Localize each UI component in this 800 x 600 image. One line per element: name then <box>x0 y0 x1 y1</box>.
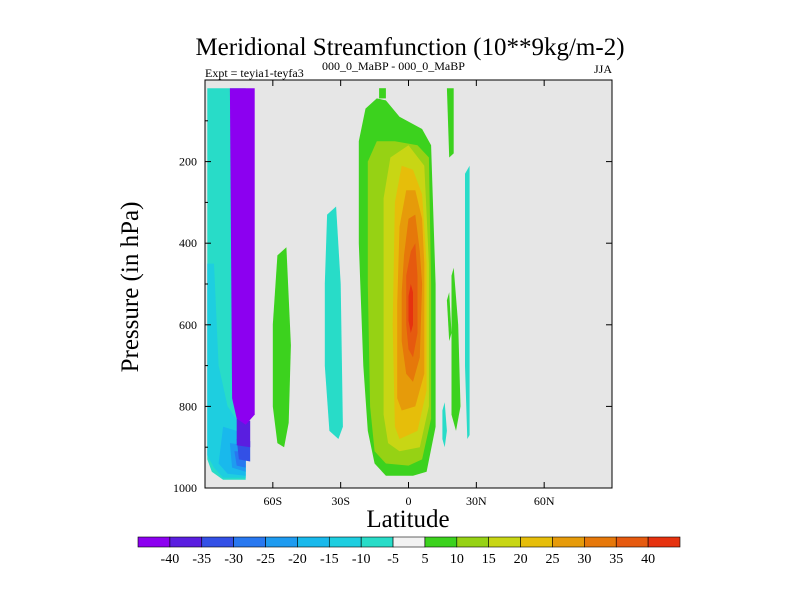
colorbar-label: 15 <box>482 552 496 567</box>
colorbar: -40 -35 -30 -25 -20 -15 -10 -5 5 10 15 20 25 30 35 40 <box>137 536 681 567</box>
colorbar-swatch <box>328 536 362 548</box>
contour-green-cell-k <box>446 88 454 158</box>
colorbar-swatch <box>201 536 234 548</box>
colorbar-swatch <box>265 536 298 548</box>
x-tick-label: 0 <box>406 494 412 508</box>
colorbar-label: -40 <box>161 552 180 567</box>
y-tick-label: 800 <box>179 399 197 413</box>
contour-green-cell-c-top <box>379 88 386 99</box>
colorbar-swatch <box>137 536 171 548</box>
contour-fills <box>207 88 470 480</box>
contour-green-cell-a <box>272 247 291 448</box>
colorbar-swatch <box>584 536 617 548</box>
colorbar-swatch <box>360 536 394 548</box>
chart-title: Meridional Streamfunction (10**9kg/m-2) <box>195 34 624 61</box>
colorbar-swatch <box>615 536 649 548</box>
colorbar-label: -15 <box>320 552 339 567</box>
x-axis-ticks: 60S 30S 0 30N 60N <box>263 80 555 508</box>
contour-cyan-cell-l <box>465 165 470 439</box>
y-axis-ticks: 200 400 600 800 1000 <box>173 120 612 495</box>
colorbar-label: 40 <box>641 552 655 567</box>
colorbar-swatch <box>169 536 203 548</box>
contour-plot-area: 60S 30S 0 30N 60N 200 400 600 800 1000 <box>173 79 613 508</box>
y-tick-label: 600 <box>179 318 197 332</box>
experiment-subtitle: Expt = teyia1-teyfa3 <box>205 66 304 80</box>
y-tick-label: 400 <box>179 236 197 250</box>
colorbar-swatch <box>456 536 490 548</box>
x-tick-label: 60S <box>263 494 282 508</box>
season-label: JJA <box>594 62 612 76</box>
colorbar-swatch <box>297 536 330 548</box>
colorbar-label: 25 <box>545 552 559 567</box>
colorbar-label: -35 <box>192 552 211 567</box>
y-tick-label: 1000 <box>173 481 197 495</box>
colorbar-swatch <box>520 536 553 548</box>
colorbar-label: 5 <box>421 552 428 567</box>
colorbar-swatch <box>552 536 585 548</box>
x-axis-label: Latitude <box>366 506 449 533</box>
experiment-superscript: 000_0_MaBP - 000_0_MaBP <box>322 59 465 73</box>
colorbar-label: -5 <box>387 552 399 567</box>
colorbar-label: -30 <box>224 552 243 567</box>
colorbar-label: -25 <box>256 552 275 567</box>
x-tick-label: 30N <box>466 494 487 508</box>
contour-blue-cell-7 <box>236 418 251 448</box>
colorbar-label: 10 <box>450 552 464 567</box>
contour-cyan-cell-2 <box>207 263 246 478</box>
colorbar-swatch <box>424 536 458 548</box>
colorbar-label: 20 <box>514 552 528 567</box>
contour-cyan-cell-n <box>442 402 447 448</box>
colorbar-swatch <box>233 536 266 548</box>
colorbar-label: -20 <box>288 552 307 567</box>
contour-green-cell-m <box>451 267 461 431</box>
contour-red-core-j <box>408 284 413 333</box>
colorbar-swatch <box>392 536 426 548</box>
y-axis-label: Pressure (in hPa) <box>117 202 144 373</box>
colorbar-swatch <box>647 536 681 548</box>
contour-purple-core <box>229 88 255 425</box>
contour-green-speck-o <box>446 292 452 342</box>
colorbar-label: -10 <box>352 552 371 567</box>
y-tick-label: 200 <box>179 155 197 169</box>
colorbar-swatch <box>488 536 521 548</box>
colorbar-label: 35 <box>609 552 623 567</box>
x-tick-label: 30S <box>331 494 350 508</box>
colorbar-label: 30 <box>577 552 591 567</box>
x-tick-label: 60N <box>534 494 555 508</box>
contour-cyan-cell-b <box>324 206 343 439</box>
